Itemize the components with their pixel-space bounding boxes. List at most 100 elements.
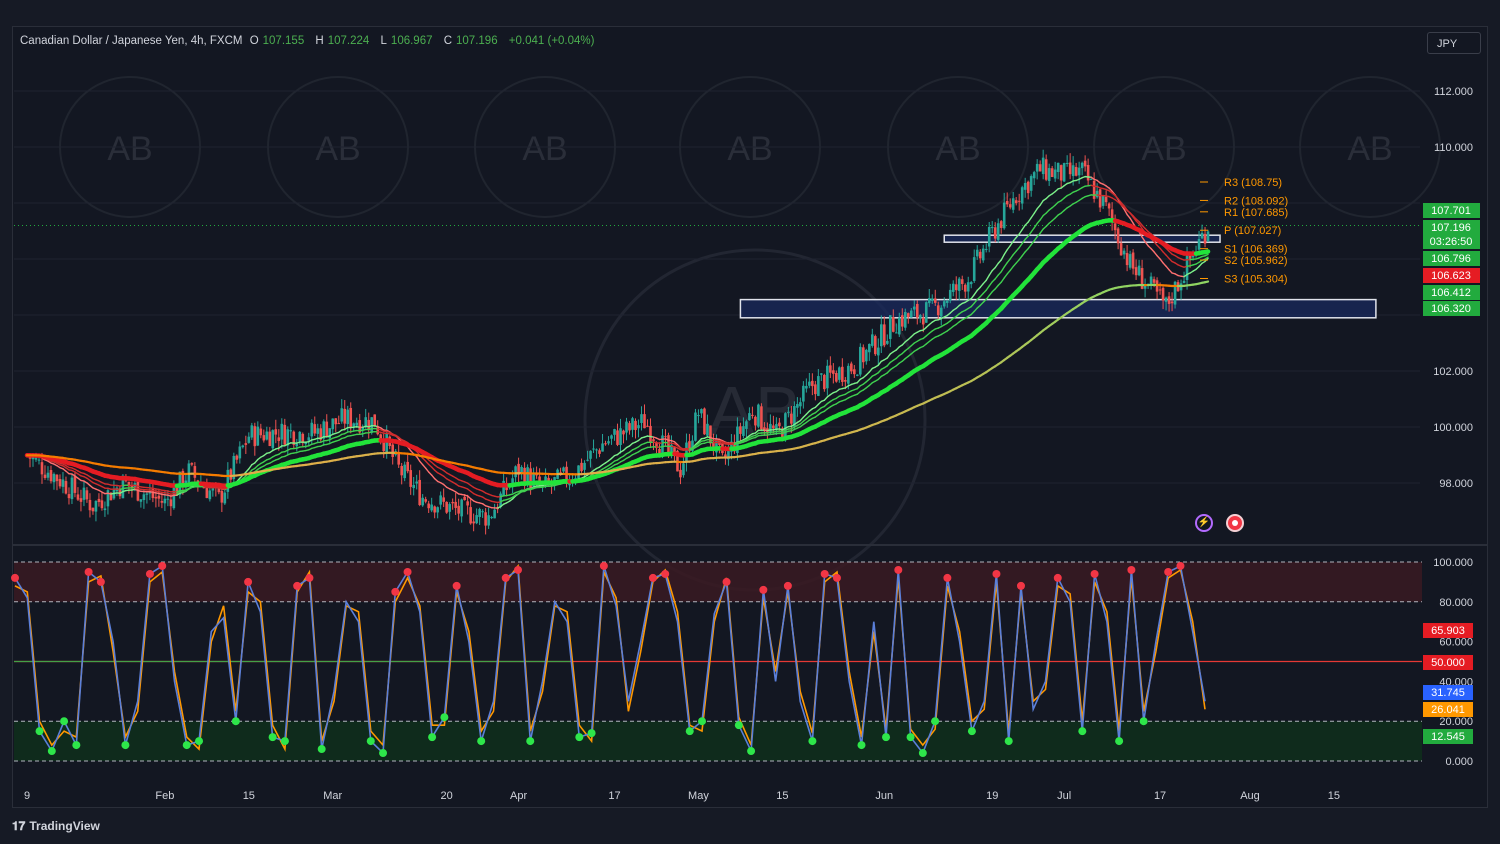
price-axis-tick: 98.000: [1439, 478, 1473, 490]
candle-body: [694, 412, 697, 441]
oversold-dot: [857, 741, 866, 750]
currency-button[interactable]: JPY: [1427, 32, 1481, 54]
candle-body: [67, 494, 71, 499]
ema-ribbon-line: [1129, 217, 1134, 224]
candle-body: [604, 443, 607, 445]
candle-body: [535, 474, 538, 476]
candle-body: [43, 474, 47, 478]
ema-ribbon-line: [1045, 209, 1050, 214]
candle-body: [97, 498, 101, 503]
ema-ribbon-line: [1123, 208, 1128, 216]
candle-body: [829, 365, 832, 373]
ema-ribbon-line: [886, 361, 891, 367]
record-icon[interactable]: [1226, 514, 1244, 532]
candle-body: [340, 408, 344, 422]
oversold-dot: [280, 737, 289, 746]
candle-body: [295, 443, 299, 447]
ema-ribbon-line: [1138, 223, 1143, 230]
candle-body: [1182, 280, 1186, 284]
candle-body: [385, 433, 389, 453]
symbol-title[interactable]: Canadian Dollar / Japanese Yen, 4h, FXCM: [20, 35, 243, 47]
ema-ribbon-line: [1039, 228, 1044, 234]
close-label: C: [443, 35, 453, 47]
ema-ribbon-line: [979, 301, 984, 307]
supply-demand-zone[interactable]: [739, 298, 1377, 319]
candle-body: [391, 444, 395, 457]
overbought-dot: [391, 587, 400, 596]
candle-body: [757, 404, 760, 427]
candle-body: [298, 431, 302, 442]
candle-body: [634, 420, 637, 431]
candle-body: [205, 486, 209, 498]
candle-body: [172, 487, 176, 509]
ema-ribbon-line: [1141, 236, 1146, 243]
oversold-dot: [808, 737, 817, 746]
price-axis-tick: 102.000: [1433, 366, 1473, 378]
candle-body: [796, 404, 799, 408]
price-badge: [1423, 203, 1480, 218]
candle-body: [1059, 165, 1063, 181]
price-badge: [1423, 301, 1480, 316]
overbought-band: [14, 562, 1422, 602]
ema-ribbon-line: [1015, 233, 1020, 239]
supply-demand-zone[interactable]: [943, 234, 1221, 243]
candle-body: [610, 435, 613, 439]
candle-body: [409, 470, 412, 487]
tradingview-brand[interactable]: 𝟏𝟕 TradingView: [12, 819, 100, 834]
candle-body: [1092, 180, 1096, 199]
high-label: H: [315, 35, 324, 47]
candle-body: [697, 415, 700, 417]
ema-ribbon-line: [1204, 253, 1209, 257]
time-axis-tick: 19: [986, 790, 998, 802]
candle-body: [1116, 228, 1120, 244]
ema-ribbon-line: [886, 369, 891, 374]
ema-ribbon-line: [901, 341, 906, 346]
candle-body: [337, 423, 341, 425]
ema-ribbon-line: [254, 458, 259, 464]
candle-body: [1083, 160, 1087, 167]
candle-body: [745, 421, 748, 429]
price-axis-tick: 110.000: [1434, 142, 1473, 154]
candle-body: [547, 477, 550, 483]
candle-body: [544, 476, 547, 484]
ema-ribbon-line: [982, 289, 987, 295]
candle-body: [415, 481, 418, 484]
candle-body: [799, 402, 802, 407]
oscillator-axis-tick: 20.000: [1439, 716, 1473, 728]
overbought-dot: [305, 573, 314, 582]
price-badge: [1423, 285, 1480, 300]
ema-ribbon-line: [1117, 198, 1122, 204]
oscillator-axis-tick: 60.000: [1439, 637, 1473, 649]
open-value: 107.155: [262, 35, 305, 47]
candle-body: [1053, 169, 1057, 179]
ema-ribbon-line: [988, 281, 993, 287]
ema-ribbon-line: [1156, 254, 1161, 260]
ema-ribbon-line: [1132, 216, 1137, 222]
candle-body: [1044, 159, 1048, 180]
candle-body: [739, 426, 742, 434]
oscillator-badge-label: 50.000: [1431, 657, 1465, 669]
candle-body: [1068, 162, 1072, 175]
ema-ribbon-line: [1141, 224, 1146, 230]
ema-ribbon-line: [997, 271, 1002, 276]
candle-body: [664, 436, 667, 438]
lightning-icon[interactable]: ⚡: [1195, 514, 1213, 532]
candle-body: [220, 490, 224, 503]
ema-ribbon-line: [415, 455, 421, 462]
candle-body: [91, 507, 95, 512]
candle-body: [1143, 285, 1147, 289]
candle-body: [247, 436, 251, 443]
candle-body: [379, 434, 383, 440]
ema-ribbon-line: [865, 371, 871, 376]
candle-body: [94, 500, 98, 512]
candle-body: [969, 282, 973, 285]
ema-ribbon-line: [1039, 199, 1044, 206]
ema-ribbon-line: [1003, 273, 1008, 279]
oversold-dot: [268, 733, 277, 742]
candle-body: [562, 467, 565, 472]
candle-body: [682, 463, 685, 476]
ema-ribbon-line: [409, 449, 415, 455]
candle-body: [1023, 182, 1027, 190]
ema-ribbon-line: [1132, 215, 1137, 220]
